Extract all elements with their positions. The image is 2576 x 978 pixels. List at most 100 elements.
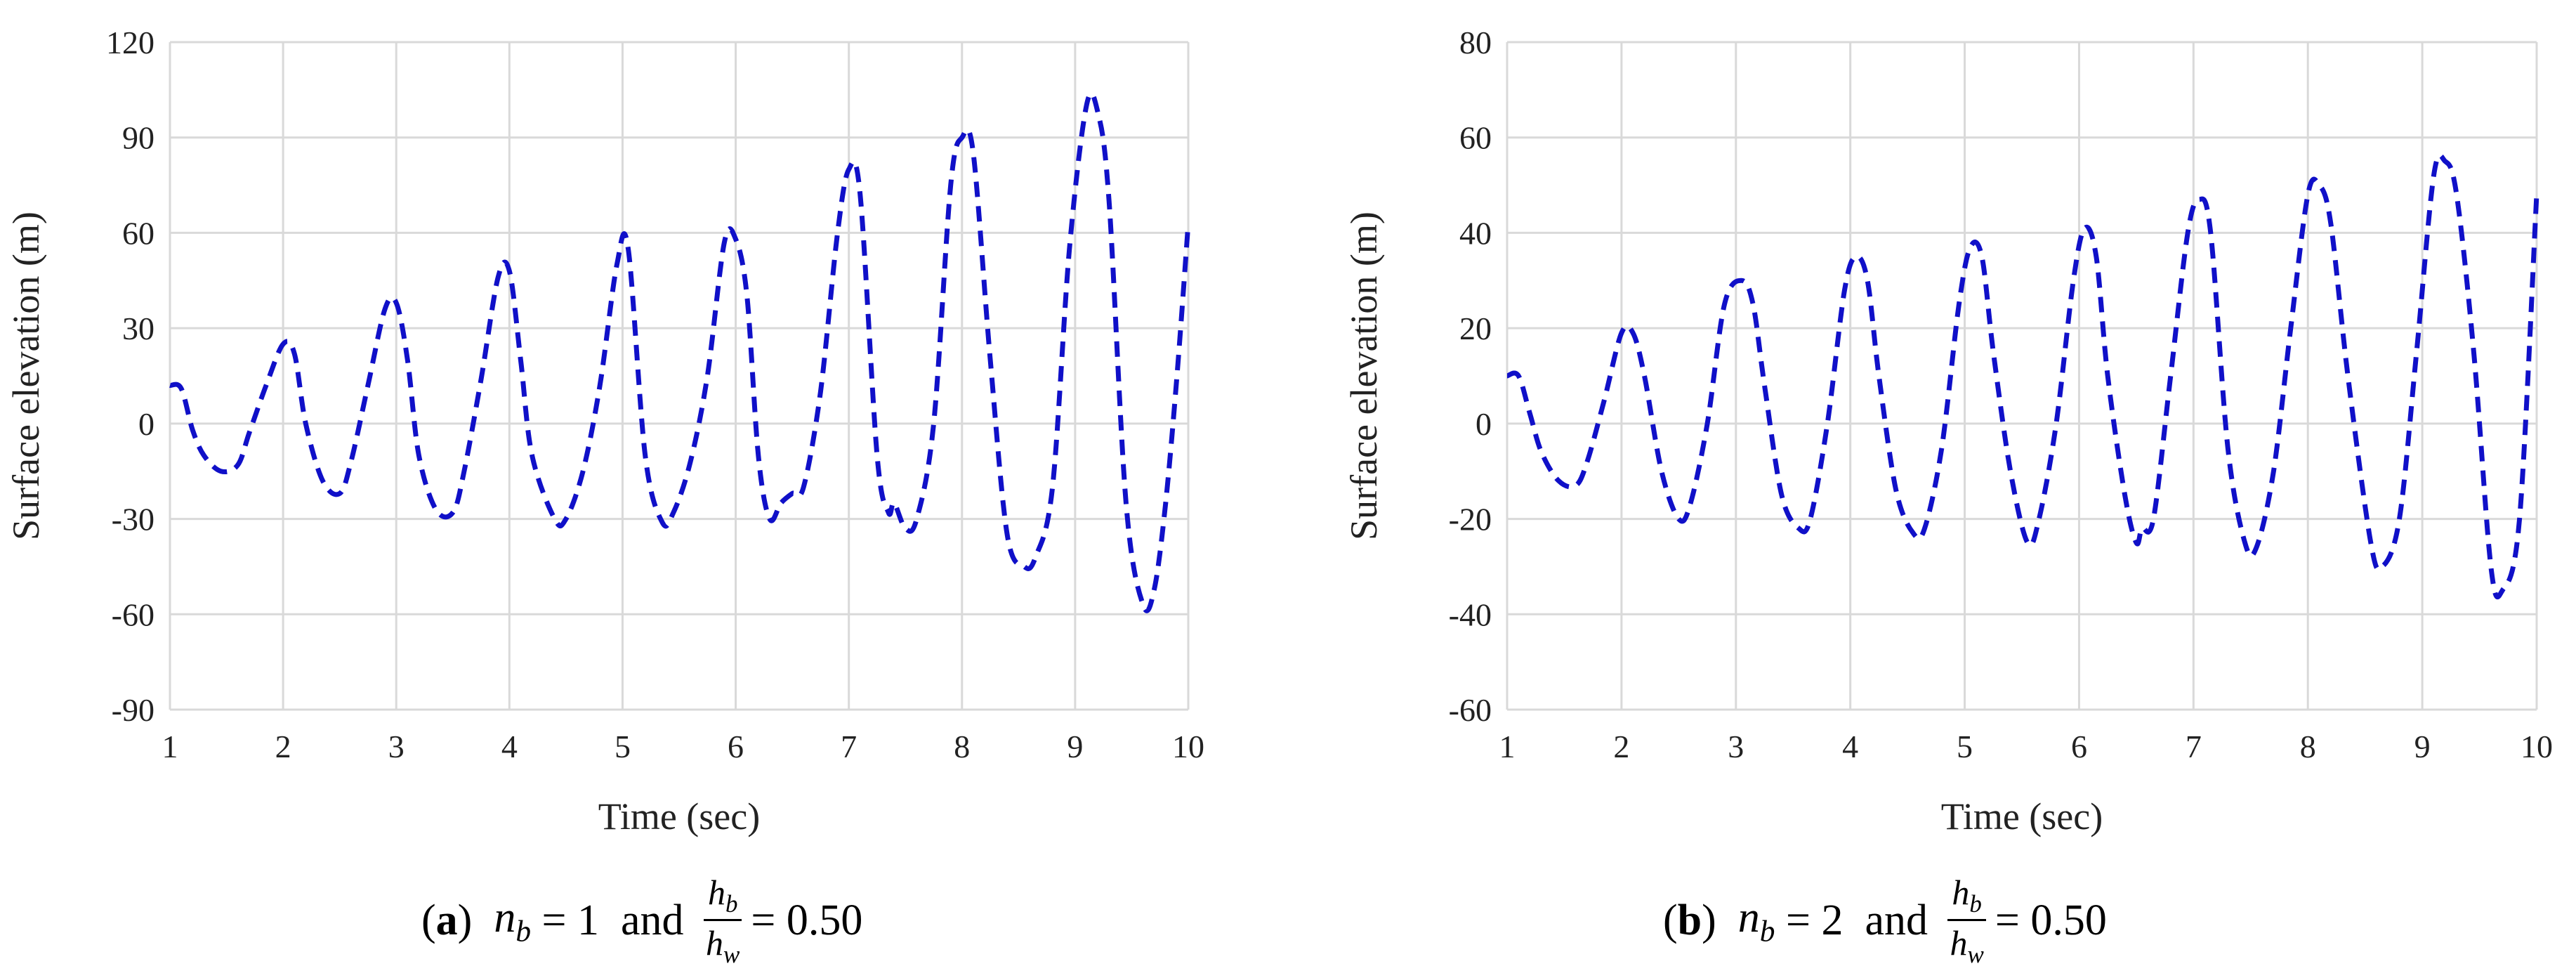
data-point-b — [2471, 350, 2476, 354]
data-point-a — [366, 384, 370, 388]
data-point-a — [394, 301, 398, 305]
x-tick-label-a: 4 — [501, 729, 518, 764]
data-point-a — [581, 469, 585, 474]
data-point-b — [2329, 221, 2333, 226]
data-point-b — [2369, 541, 2373, 545]
data-point-a — [779, 501, 783, 505]
data-point-a — [1096, 110, 1100, 115]
data-point-a — [405, 358, 409, 362]
data-point-b — [1911, 531, 1915, 535]
data-point-a — [496, 275, 500, 280]
surface-elevation-line-a — [169, 91, 1191, 613]
y-tick-label-a: 60 — [122, 215, 155, 251]
data-point-a — [836, 230, 840, 235]
data-point-a — [756, 453, 761, 457]
data-point-b — [2105, 374, 2110, 378]
x-tick-label-a: 10 — [1172, 729, 1204, 764]
x-tick-label-a: 2 — [275, 729, 291, 764]
y-axis-label-a: Surface elevation (m) — [5, 211, 47, 540]
data-point-a — [705, 374, 709, 378]
data-point-a — [1084, 103, 1089, 107]
data-point-a — [1152, 587, 1157, 591]
data-point-a — [722, 240, 726, 244]
caption-b-nb-value: = 2 — [1786, 896, 1844, 944]
data-point-b — [2123, 493, 2127, 497]
data-point-a — [960, 136, 964, 140]
data-point-a — [338, 491, 342, 495]
data-point-b — [2518, 517, 2522, 521]
data-point-a — [281, 342, 285, 346]
x-tick-label-a: 9 — [1067, 729, 1083, 764]
data-point-b — [1980, 254, 1984, 259]
data-point-a — [507, 269, 511, 273]
data-point-b — [1808, 517, 1813, 521]
data-point-b — [2414, 350, 2419, 354]
x-tick-label-b: 9 — [2414, 729, 2431, 764]
data-point-b — [2380, 564, 2384, 568]
x-tick-label-b: 2 — [1613, 729, 1629, 764]
data-point-b — [2186, 230, 2190, 235]
x-tick-label-b: 3 — [1728, 729, 1744, 764]
data-point-a — [303, 422, 308, 426]
y-tick-label-b: -20 — [1449, 502, 1492, 537]
data-point-b — [1877, 374, 1881, 378]
surface-elevation-line-b — [1506, 152, 2539, 600]
chart-panel-a: -90 -60 -30 0 30 60 90 120 1 2 3 4 5 6 7 8 9 10 Time (sec)… — [5, 25, 1204, 837]
data-point-b — [2071, 278, 2075, 282]
data-point-b — [1969, 245, 1973, 249]
data-point-b — [2271, 469, 2275, 474]
data-point-a — [988, 358, 992, 362]
data-point-b — [1585, 459, 1589, 464]
data-point-b — [1722, 302, 1726, 306]
data-point-a — [1164, 501, 1168, 505]
data-point-b — [1751, 302, 1755, 306]
data-point-a — [264, 384, 268, 388]
data-point-a — [1107, 199, 1111, 203]
data-point-a — [745, 294, 749, 299]
data-point-a — [530, 453, 534, 457]
y-tick-label-b: 60 — [1459, 120, 1492, 156]
data-point-b — [1843, 288, 1847, 292]
data-point-a — [553, 517, 557, 521]
x-axis-label-a: Time (sec) — [598, 795, 760, 837]
data-point-a — [1022, 564, 1026, 568]
data-point-b — [2398, 517, 2402, 521]
data-point-b — [2431, 174, 2436, 178]
data-point-b — [1602, 398, 1606, 402]
y-tick-label-b: 80 — [1459, 25, 1492, 60]
data-point-a — [801, 485, 806, 489]
y-tick-label-a: 90 — [122, 120, 155, 156]
caption-b-fraction: hb hw — [1946, 875, 1988, 967]
data-point-b — [1865, 278, 1869, 282]
data-point-b — [2197, 197, 2201, 202]
data-point-a — [886, 511, 891, 515]
x-tick-label-b: 1 — [1499, 729, 1516, 764]
data-point-b — [2134, 541, 2138, 545]
data-point-a — [1186, 221, 1190, 226]
caption-b: (b) nb = 2 and hb hw = 0.50 — [1663, 873, 2107, 968]
data-point-b — [1660, 469, 1664, 474]
x-tick-label-a: 6 — [728, 729, 744, 764]
caption-b-and: and — [1865, 896, 1928, 944]
data-point-b — [1894, 488, 1898, 493]
data-point-a — [892, 501, 896, 505]
data-point-b — [1619, 331, 1624, 335]
data-point-b — [2289, 326, 2293, 330]
y-tick-label-a: 0 — [138, 406, 155, 442]
data-point-b — [2009, 469, 2013, 474]
y-tick-label-b: 20 — [1459, 311, 1492, 346]
data-point-b — [2254, 545, 2259, 549]
data-point-a — [202, 453, 206, 457]
caption-a: (a) nb = 1 and hb hw = 0.50 — [421, 873, 863, 968]
y-tick-label-a: 120 — [106, 25, 155, 60]
y-tick-label-a: -60 — [112, 596, 155, 632]
data-point-b — [1796, 526, 1801, 530]
data-point-a — [451, 511, 455, 515]
data-point-b — [2318, 183, 2322, 188]
data-point-b — [2346, 374, 2350, 378]
data-point-b — [1642, 374, 1646, 378]
y-tick-label-a: -30 — [112, 502, 155, 537]
caption-a-fraction: hb hw — [702, 875, 744, 967]
data-point-b — [2083, 226, 2087, 230]
data-point-a — [321, 478, 325, 483]
